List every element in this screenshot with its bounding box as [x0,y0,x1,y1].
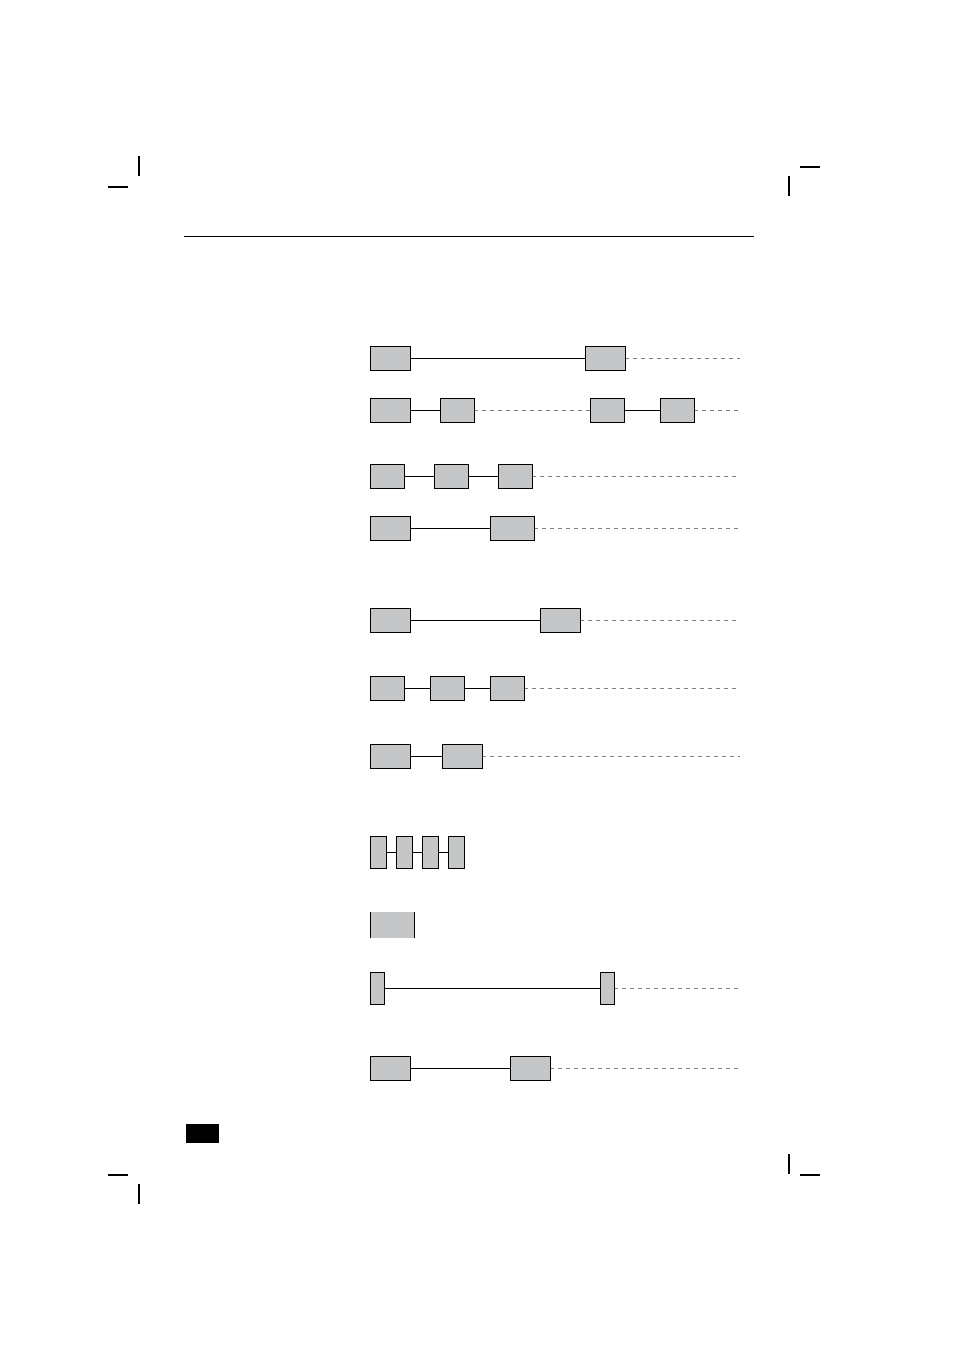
timing-block [661,399,695,423]
timing-block [431,677,465,701]
crop-mark [788,176,790,196]
timing-block [443,745,483,769]
timing-block [449,837,465,869]
timing-block [541,609,581,633]
crop-mark [800,166,820,168]
timing-block [591,399,625,423]
timing-block [511,1057,551,1081]
header-rule [184,236,754,237]
diagram-row-4 [370,608,770,634]
crop-mark [108,1174,128,1176]
diagram-row-6 [370,744,770,770]
diagram-row-8 [370,912,770,938]
timing-block [371,399,411,423]
crop-mark [800,1174,820,1176]
diagram-row-9 [370,972,770,1006]
timing-block [441,399,475,423]
timing-block [491,677,525,701]
timing-block [371,465,405,489]
diagram-row-5 [370,676,770,702]
timing-block [491,517,535,541]
timing-block [371,517,411,541]
crop-mark [108,186,128,188]
diagram-row-7 [370,836,770,870]
page: { "diagram": { "type": "timing-diagram",… [0,0,954,1351]
timing-block [397,837,413,869]
diagram-row-0 [370,346,770,372]
timing-block [371,1057,411,1081]
crop-mark [138,1184,140,1204]
diagram-row-2 [370,464,770,490]
crop-mark [788,1154,790,1174]
footer-page-marker [186,1124,219,1143]
timing-block [499,465,533,489]
timing-block [371,912,415,938]
diagram-row-10 [370,1056,770,1082]
timing-block [371,677,405,701]
timing-block [371,973,385,1005]
timing-block [423,837,439,869]
timing-block [371,837,387,869]
timing-block [371,745,411,769]
diagram-row-3 [370,516,770,542]
timing-block [601,973,615,1005]
timing-block [371,609,411,633]
timing-block [371,347,411,371]
timing-block [435,465,469,489]
timing-diagram [370,346,770,1106]
crop-mark [138,156,140,176]
diagram-row-1 [370,398,770,424]
timing-block [586,347,626,371]
